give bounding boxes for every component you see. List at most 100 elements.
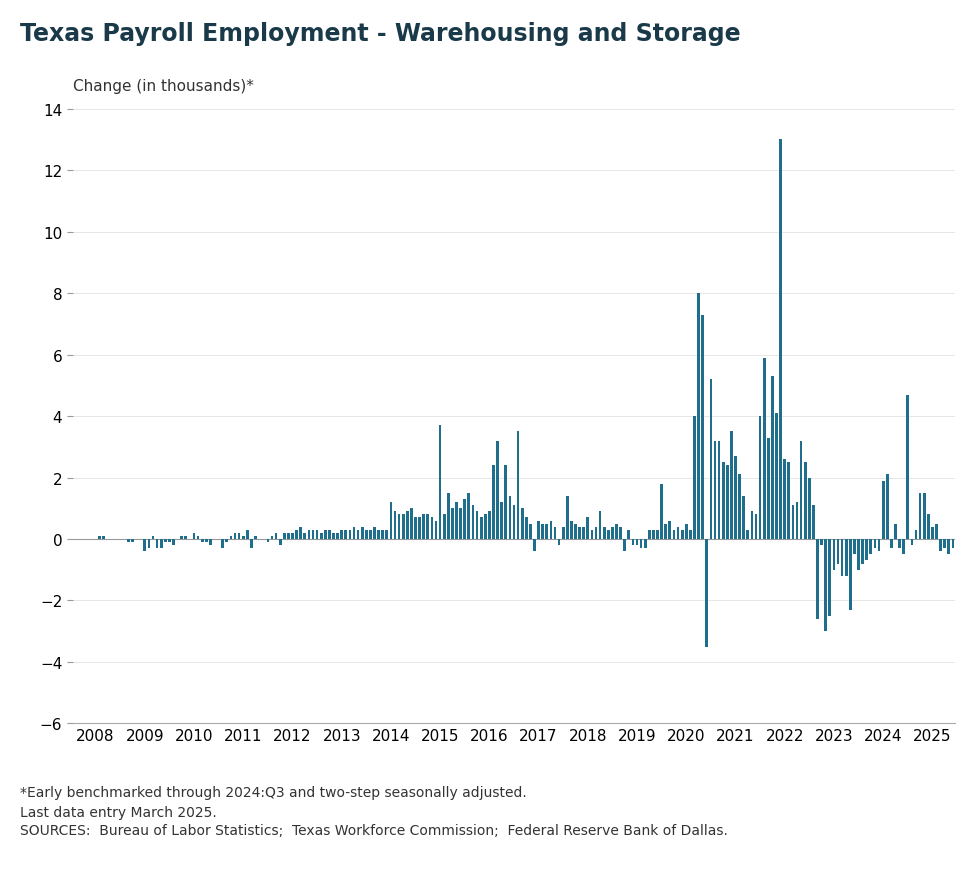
Bar [668, 521, 671, 539]
Bar [430, 517, 433, 539]
Bar [127, 539, 130, 542]
Bar [369, 530, 372, 539]
Bar [786, 463, 789, 539]
Bar [320, 533, 322, 539]
Bar [709, 380, 711, 539]
Bar [696, 294, 699, 539]
Bar [565, 496, 568, 539]
Bar [533, 539, 535, 552]
Bar [713, 441, 716, 539]
Bar [865, 539, 867, 561]
Bar [520, 509, 523, 539]
Bar [389, 503, 392, 539]
Bar [840, 539, 843, 576]
Bar [578, 527, 580, 539]
Bar [647, 530, 650, 539]
Bar [926, 515, 929, 539]
Bar [270, 536, 273, 539]
Bar [324, 530, 327, 539]
Bar [483, 515, 486, 539]
Bar [893, 524, 896, 539]
Bar [163, 539, 166, 542]
Bar [799, 441, 802, 539]
Text: Last data entry March 2025.: Last data entry March 2025. [20, 805, 216, 819]
Bar [471, 505, 473, 539]
Bar [623, 539, 626, 552]
Bar [910, 539, 912, 545]
Bar [590, 530, 593, 539]
Bar [307, 530, 310, 539]
Bar [750, 512, 752, 539]
Bar [745, 530, 748, 539]
Bar [930, 527, 933, 539]
Bar [906, 395, 909, 539]
Bar [758, 417, 761, 539]
Bar [831, 539, 834, 570]
Bar [857, 539, 859, 570]
Bar [131, 539, 134, 542]
Bar [889, 539, 892, 549]
Bar [836, 539, 838, 564]
Bar [545, 524, 548, 539]
Bar [655, 530, 658, 539]
Bar [512, 505, 514, 539]
Bar [451, 509, 454, 539]
Bar [664, 524, 666, 539]
Bar [868, 539, 871, 555]
Bar [795, 503, 797, 539]
Bar [640, 539, 642, 549]
Bar [418, 517, 421, 539]
Bar [475, 512, 478, 539]
Bar [651, 530, 654, 539]
Bar [148, 539, 150, 549]
Bar [602, 527, 605, 539]
Bar [238, 533, 241, 539]
Bar [221, 539, 224, 549]
Bar [496, 441, 499, 539]
Bar [193, 533, 196, 539]
Bar [827, 539, 830, 616]
Bar [328, 530, 331, 539]
Bar [680, 530, 683, 539]
Bar [352, 527, 355, 539]
Bar [500, 503, 503, 539]
Bar [943, 539, 945, 549]
Bar [159, 539, 162, 549]
Bar [279, 539, 282, 545]
Bar [98, 536, 101, 539]
Bar [885, 474, 888, 539]
Bar [459, 509, 462, 539]
Bar [848, 539, 851, 610]
Bar [373, 527, 376, 539]
Bar [951, 539, 954, 549]
Bar [807, 478, 810, 539]
Bar [356, 530, 359, 539]
Text: Change (in thousands)*: Change (in thousands)* [73, 79, 254, 95]
Bar [975, 499, 978, 539]
Bar [234, 533, 236, 539]
Bar [820, 539, 822, 545]
Bar [541, 524, 544, 539]
Bar [811, 505, 814, 539]
Bar [741, 496, 744, 539]
Text: SOURCES:  Bureau of Labor Statistics;  Texas Workforce Commission;  Federal Rese: SOURCES: Bureau of Labor Statistics; Tex… [20, 824, 727, 838]
Bar [852, 539, 855, 555]
Bar [614, 524, 617, 539]
Bar [209, 539, 211, 545]
Bar [103, 536, 105, 539]
Bar [599, 512, 600, 539]
Bar [479, 517, 482, 539]
Bar [619, 527, 621, 539]
Bar [594, 527, 597, 539]
Bar [381, 530, 383, 539]
Bar [299, 527, 302, 539]
Bar [717, 441, 720, 539]
Bar [492, 466, 494, 539]
Bar [844, 539, 847, 576]
Bar [377, 530, 379, 539]
Bar [528, 524, 531, 539]
Bar [249, 539, 252, 549]
Bar [778, 140, 781, 539]
Bar [156, 539, 158, 549]
Bar [315, 530, 318, 539]
